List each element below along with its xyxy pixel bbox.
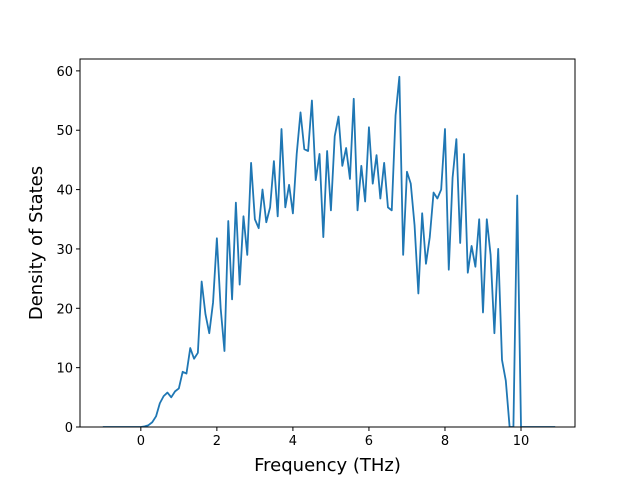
- x-tick-label: 2: [213, 434, 221, 449]
- y-tick-label: 0: [65, 421, 73, 436]
- y-tick-label: 10: [56, 362, 73, 377]
- y-tick-label: 50: [56, 124, 73, 139]
- data-line: [102, 75, 556, 427]
- x-axis-label: Frequency (THz): [254, 455, 401, 476]
- x-tick-label: 10: [513, 434, 530, 449]
- y-tick-label: 20: [56, 302, 73, 317]
- y-tick-label: 30: [56, 243, 73, 258]
- x-tick-label: 0: [137, 434, 145, 449]
- x-tick-label: 8: [441, 434, 449, 449]
- x-tick-label: 6: [365, 434, 373, 449]
- x-tick-label: 4: [289, 434, 297, 449]
- y-axis-label: Density of States: [26, 166, 47, 320]
- plot-frame: [79, 58, 576, 428]
- y-tick-label: 40: [56, 184, 73, 199]
- y-tick-label: 60: [56, 65, 73, 80]
